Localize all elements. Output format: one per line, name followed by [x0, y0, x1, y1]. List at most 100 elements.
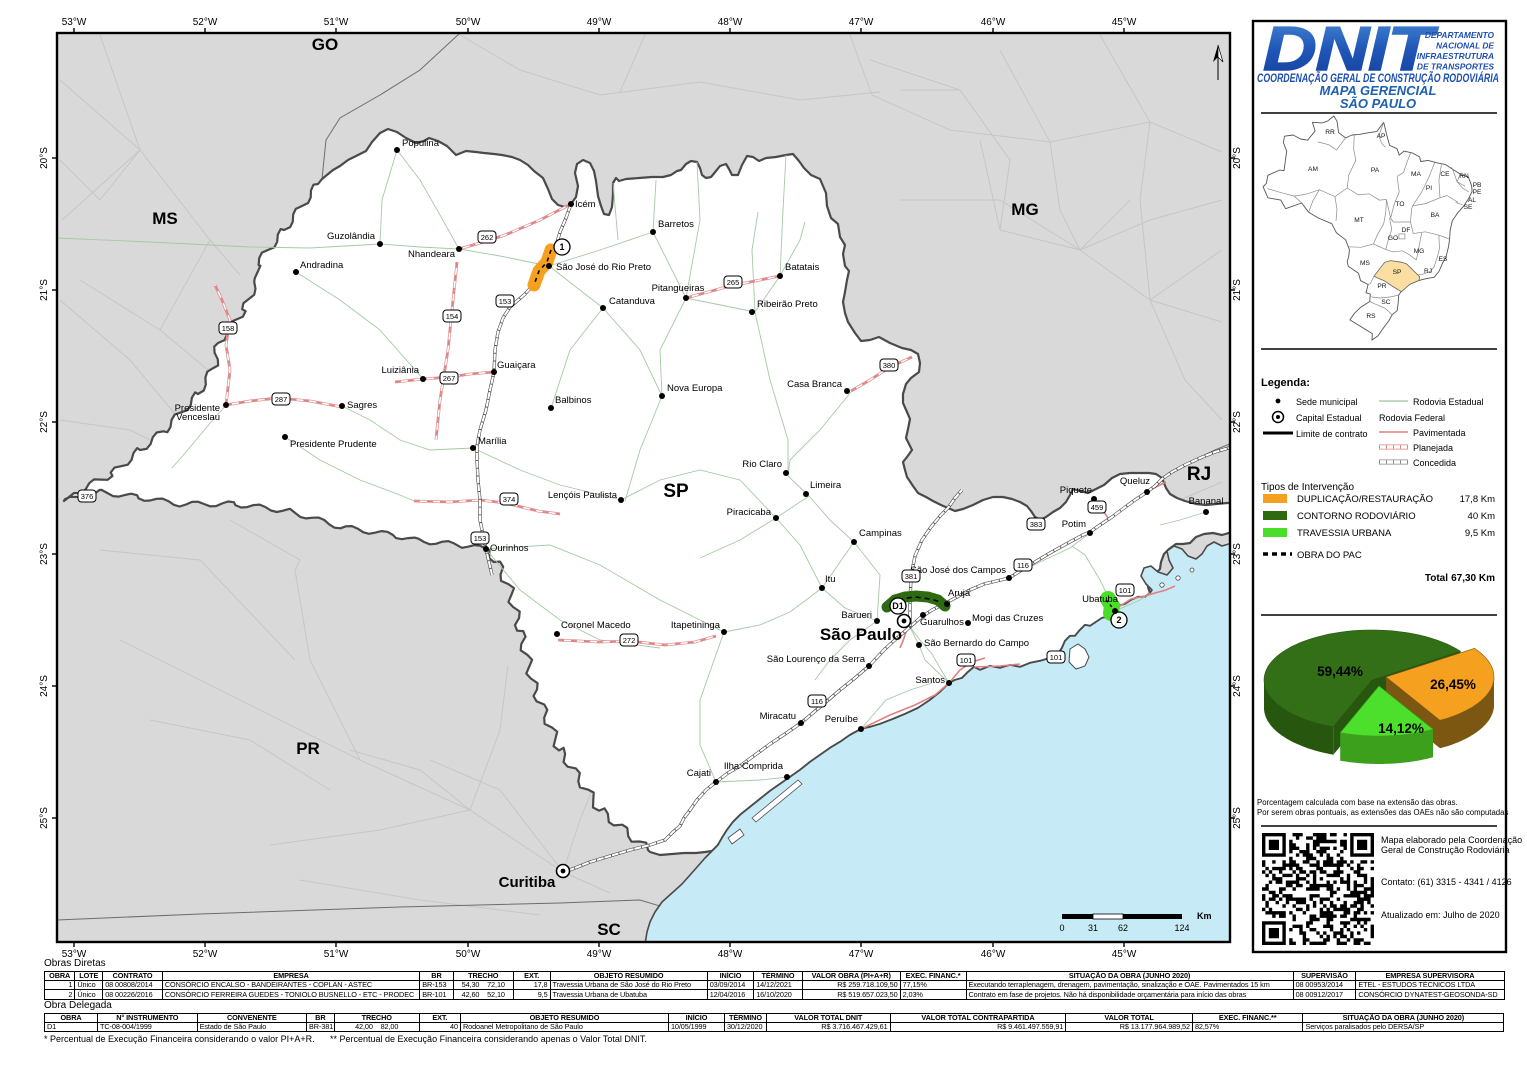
- svg-text:Luiziânia: Luiziânia: [382, 365, 420, 376]
- svg-text:Sede municipal: Sede municipal: [1296, 397, 1358, 407]
- svg-text:RN: RN: [1459, 173, 1469, 180]
- svg-text:25°S: 25°S: [1232, 807, 1243, 829]
- svg-text:D1: D1: [892, 601, 904, 611]
- svg-text:Guaiçara: Guaiçara: [497, 360, 536, 371]
- svg-text:116: 116: [811, 697, 823, 706]
- svg-text:Rodovia Estadual: Rodovia Estadual: [1413, 397, 1484, 407]
- svg-text:PA: PA: [1371, 167, 1380, 174]
- svg-text:Arujá: Arujá: [948, 588, 971, 599]
- svg-text:INFRAESTRUTURA: INFRAESTRUTURA: [1417, 51, 1494, 61]
- svg-text:AP: AP: [1377, 133, 1386, 140]
- svg-text:158: 158: [222, 324, 235, 333]
- svg-text:Potim: Potim: [1062, 519, 1086, 530]
- svg-text:Barretos: Barretos: [658, 219, 694, 230]
- svg-text:51°W: 51°W: [324, 949, 349, 960]
- svg-text:Nova Europa: Nova Europa: [667, 383, 723, 394]
- svg-text:1: 1: [559, 242, 564, 252]
- svg-text:RJ: RJ: [1187, 464, 1211, 485]
- svg-text:Venceslau: Venceslau: [176, 412, 220, 423]
- svg-text:0: 0: [1059, 923, 1064, 933]
- svg-text:SE: SE: [1464, 204, 1473, 211]
- svg-text:59,44%: 59,44%: [1317, 664, 1363, 679]
- svg-text:Limite de contrato: Limite de contrato: [1296, 429, 1368, 439]
- svg-text:SP: SP: [1393, 269, 1402, 276]
- svg-text:9,5 Km: 9,5 Km: [1465, 528, 1495, 539]
- svg-text:Por serem obras pontuais, as e: Por serem obras pontuais, as extensões d…: [1257, 808, 1508, 817]
- svg-text:48°W: 48°W: [718, 17, 743, 28]
- svg-text:DEPARTAMENTO: DEPARTAMENTO: [1425, 30, 1495, 40]
- svg-text:101: 101: [1119, 586, 1132, 595]
- svg-text:DNIT: DNIT: [1263, 14, 1439, 84]
- svg-text:262: 262: [481, 233, 494, 242]
- svg-text:23°S: 23°S: [1232, 543, 1243, 565]
- svg-text:NACIONAL DE: NACIONAL DE: [1436, 41, 1494, 51]
- svg-text:Legenda:: Legenda:: [1261, 377, 1310, 389]
- svg-text:Capital Estadual: Capital Estadual: [1296, 413, 1362, 423]
- svg-text:Curitiba: Curitiba: [499, 874, 556, 891]
- svg-text:MS: MS: [152, 209, 178, 228]
- svg-text:46°W: 46°W: [981, 949, 1006, 960]
- svg-text:ES: ES: [1439, 256, 1448, 263]
- svg-text:DF: DF: [1402, 227, 1411, 234]
- svg-text:47°W: 47°W: [849, 949, 874, 960]
- svg-text:PR: PR: [296, 739, 320, 758]
- svg-text:24°S: 24°S: [39, 675, 50, 697]
- svg-text:AM: AM: [1308, 166, 1318, 173]
- svg-text:Presidente: Presidente: [175, 403, 220, 414]
- svg-text:Guarulhos: Guarulhos: [920, 617, 964, 628]
- svg-text:272: 272: [623, 636, 636, 645]
- svg-text:Ourinhos: Ourinhos: [490, 543, 529, 554]
- svg-text:21°S: 21°S: [1232, 279, 1243, 301]
- svg-text:Cajati: Cajati: [687, 768, 711, 779]
- svg-text:Populina: Populina: [402, 138, 440, 149]
- svg-text:Rodovia Federal: Rodovia Federal: [1379, 413, 1445, 423]
- svg-text:Sagres: Sagres: [347, 400, 377, 411]
- svg-text:Itapetininga: Itapetininga: [671, 620, 721, 631]
- svg-text:CE: CE: [1440, 171, 1450, 178]
- svg-text:MAPA GERENCIAL: MAPA GERENCIAL: [1320, 83, 1437, 98]
- svg-text:Ribeirão Preto: Ribeirão Preto: [757, 299, 818, 310]
- svg-text:154: 154: [446, 312, 459, 321]
- svg-text:46°W: 46°W: [981, 17, 1006, 28]
- svg-text:Queluz: Queluz: [1120, 476, 1150, 487]
- svg-text:Pitangueiras: Pitangueiras: [652, 283, 705, 294]
- svg-text:Guzolândia: Guzolândia: [327, 231, 376, 242]
- svg-text:Geral de Construção Rodoviária: Geral de Construção Rodoviária: [1381, 845, 1510, 855]
- svg-text:PB: PB: [1473, 182, 1482, 189]
- svg-text:São Bernardo do Campo: São Bernardo do Campo: [924, 638, 1029, 649]
- svg-text:SC: SC: [1381, 299, 1390, 306]
- svg-text:51°W: 51°W: [324, 17, 349, 28]
- svg-text:DE TRANSPORTES: DE TRANSPORTES: [1417, 62, 1495, 72]
- svg-text:Batatais: Batatais: [785, 262, 820, 273]
- svg-text:Piracicaba: Piracicaba: [727, 507, 772, 518]
- svg-text:25°S: 25°S: [39, 807, 50, 829]
- svg-text:53°W: 53°W: [62, 17, 87, 28]
- svg-text:49°W: 49°W: [587, 17, 612, 28]
- svg-text:RR: RR: [1325, 129, 1335, 136]
- svg-text:Nhandeara: Nhandeara: [408, 249, 456, 260]
- svg-text:380: 380: [883, 361, 896, 370]
- svg-text:53°W: 53°W: [62, 949, 87, 960]
- svg-text:45°W: 45°W: [1112, 949, 1137, 960]
- svg-text:BA: BA: [1431, 212, 1440, 219]
- svg-text:459: 459: [1091, 503, 1104, 512]
- svg-text:AL: AL: [1468, 197, 1476, 204]
- svg-text:50°W: 50°W: [456, 949, 481, 960]
- svg-text:Atualizado em: Julho de 2020: Atualizado em: Julho de 2020: [1381, 910, 1500, 920]
- svg-text:Presidente Prudente: Presidente Prudente: [290, 439, 377, 450]
- svg-text:287: 287: [275, 395, 288, 404]
- svg-text:Santos: Santos: [915, 675, 945, 686]
- svg-text:267: 267: [443, 374, 456, 383]
- svg-text:40 Km: 40 Km: [1468, 511, 1496, 522]
- svg-text:GO: GO: [312, 35, 338, 54]
- svg-text:Rio Claro: Rio Claro: [742, 459, 782, 470]
- svg-text:381: 381: [905, 572, 918, 581]
- svg-text:50°W: 50°W: [456, 17, 481, 28]
- svg-text:45°W: 45°W: [1112, 17, 1137, 28]
- svg-text:Concedida: Concedida: [1413, 458, 1456, 468]
- svg-text:Icém: Icém: [575, 199, 596, 210]
- svg-text:Campinas: Campinas: [859, 528, 902, 539]
- svg-text:22°S: 22°S: [39, 411, 50, 433]
- svg-text:SÃO PAULO: SÃO PAULO: [1340, 96, 1416, 111]
- svg-text:21°S: 21°S: [39, 279, 50, 301]
